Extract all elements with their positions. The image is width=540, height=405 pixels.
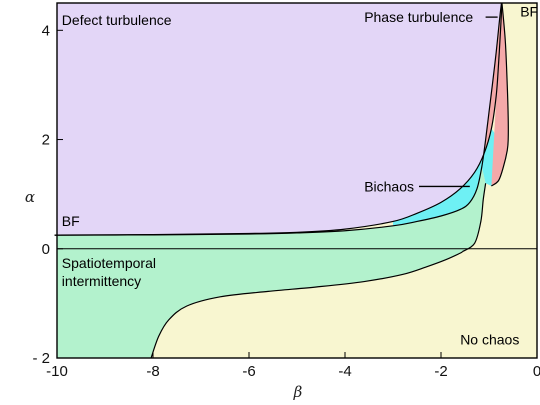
x-tick-label: -8: [146, 363, 159, 380]
annotation-label: Bichaos: [364, 178, 414, 194]
x-tick-label: -2: [434, 363, 447, 380]
region-phase-turbulence: [481, 3, 509, 186]
annotation-label: BF: [62, 213, 80, 229]
annotation-label: Phase turbulence: [364, 9, 473, 25]
x-axis-title: β: [293, 383, 303, 401]
annotation-label: intermittency: [62, 273, 141, 289]
x-tick-label: -4: [338, 363, 351, 380]
boundary-line-bichaos-lower: [54, 2, 503, 236]
x-tick-label: -6: [242, 363, 255, 380]
annotation-label: BF: [520, 4, 538, 20]
y-tick-label: 4: [42, 22, 50, 39]
boundary-line-sti: [462, 183, 487, 253]
boundary-line-phase-right: [491, 2, 509, 187]
y-axis-title: α: [25, 188, 35, 206]
annotation-label: No chaos: [460, 331, 519, 347]
annotation-label: Defect turbulence: [62, 12, 172, 28]
y-tick-label: - 2: [32, 350, 50, 367]
plot-frame: [56, 2, 538, 359]
x-tick-label: 0: [533, 363, 540, 380]
annotation-label: Spatiotemporal: [62, 255, 156, 271]
y-tick-label: 0: [42, 241, 50, 258]
region-spatiotemporal-intermittency: [57, 166, 486, 358]
y-tick-label: 2: [42, 132, 50, 149]
boundary-line-lower-curve: [150, 251, 464, 359]
x-tick-label: -10: [46, 363, 68, 380]
region-defect-turbulence: [57, 3, 502, 236]
